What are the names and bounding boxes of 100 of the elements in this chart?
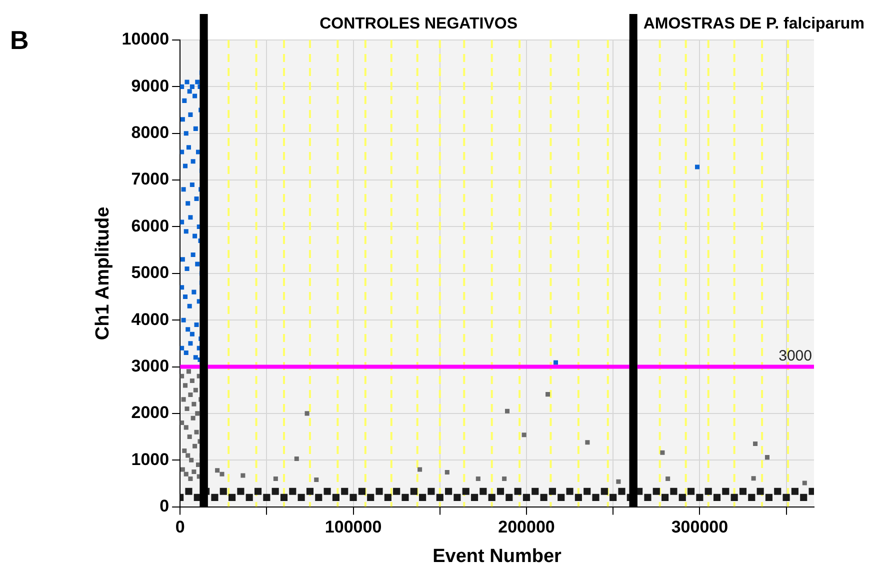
point [502, 476, 507, 482]
point [802, 480, 807, 486]
point [294, 456, 299, 461]
point [188, 341, 193, 346]
point [180, 467, 185, 472]
point [190, 182, 194, 187]
text: AMOSTRAS DE P. falciparum [643, 15, 864, 32]
point [190, 332, 194, 336]
point [184, 131, 188, 136]
point [181, 318, 186, 322]
point [188, 476, 193, 482]
point [666, 476, 670, 482]
y-tick-label: 4000 [131, 310, 170, 329]
point [273, 476, 278, 482]
point [190, 84, 194, 89]
point [192, 234, 198, 238]
point [304, 411, 310, 416]
point [194, 430, 199, 434]
point [192, 402, 196, 406]
point [180, 257, 185, 262]
y-axis-title: Ch1 Amplitude [92, 206, 114, 340]
point [187, 434, 192, 440]
point [180, 117, 185, 122]
point [183, 383, 188, 388]
x-tick-label: 0 [175, 518, 185, 537]
point [190, 252, 196, 257]
point [187, 304, 192, 308]
point [215, 468, 220, 473]
point [193, 126, 198, 131]
x-tick-label: 300000 [671, 518, 728, 537]
point [522, 432, 526, 438]
point [192, 290, 196, 294]
point [183, 294, 188, 300]
text: B [10, 25, 29, 56]
point [195, 80, 200, 84]
point [504, 408, 510, 414]
point [695, 164, 700, 170]
point [186, 327, 190, 332]
point [195, 262, 200, 266]
point [314, 477, 319, 482]
y-tick-label: 7000 [131, 170, 170, 189]
point [183, 164, 188, 168]
point [181, 187, 186, 192]
y-tick-label: 2000 [131, 403, 170, 422]
point [546, 392, 550, 397]
y-tick-label: 8000 [131, 123, 170, 142]
x-tick-label: 200000 [498, 518, 555, 537]
point [188, 392, 193, 398]
point [190, 416, 196, 420]
y-tick-label: 3000 [131, 356, 170, 376]
point [184, 266, 190, 271]
point [192, 470, 196, 474]
y-tick-label: 5000 [131, 263, 170, 282]
y-tick-label: 9000 [131, 76, 170, 96]
y-tick-label: 1000 [131, 450, 170, 469]
point [184, 229, 188, 234]
point [186, 201, 190, 206]
point [192, 94, 198, 98]
point [192, 444, 198, 448]
point [476, 476, 480, 482]
point [182, 98, 187, 103]
point [195, 411, 200, 416]
point [194, 322, 199, 328]
point [553, 360, 558, 365]
point [444, 470, 450, 475]
point [188, 215, 193, 220]
point [184, 472, 188, 476]
point [751, 476, 756, 481]
x-tick-label: 100000 [324, 518, 382, 537]
y-tick-label: 0 [160, 496, 170, 516]
point [184, 80, 190, 84]
point [418, 467, 422, 472]
point [194, 196, 199, 201]
point [184, 350, 188, 356]
point [186, 369, 191, 374]
point [585, 440, 590, 445]
y-tick-label: 6000 [131, 216, 170, 236]
point [186, 145, 191, 150]
point [764, 455, 770, 460]
point [616, 479, 621, 484]
point [193, 355, 198, 360]
point [186, 453, 190, 458]
point [181, 397, 186, 402]
point [182, 448, 187, 454]
ref-line-label: 3000 [778, 347, 812, 364]
point [220, 472, 224, 476]
point [660, 450, 665, 455]
point [188, 112, 193, 117]
point [193, 388, 198, 392]
point [240, 473, 246, 478]
y-tick-label: 10000 [122, 30, 170, 49]
x-axis-title: Event Number [432, 546, 562, 567]
point [190, 159, 196, 164]
point [753, 442, 758, 446]
point [184, 406, 190, 412]
text: CONTROLES NEGATIVOS [320, 15, 518, 32]
point [184, 425, 188, 430]
point [189, 458, 194, 462]
point [187, 89, 192, 94]
point [190, 378, 194, 384]
